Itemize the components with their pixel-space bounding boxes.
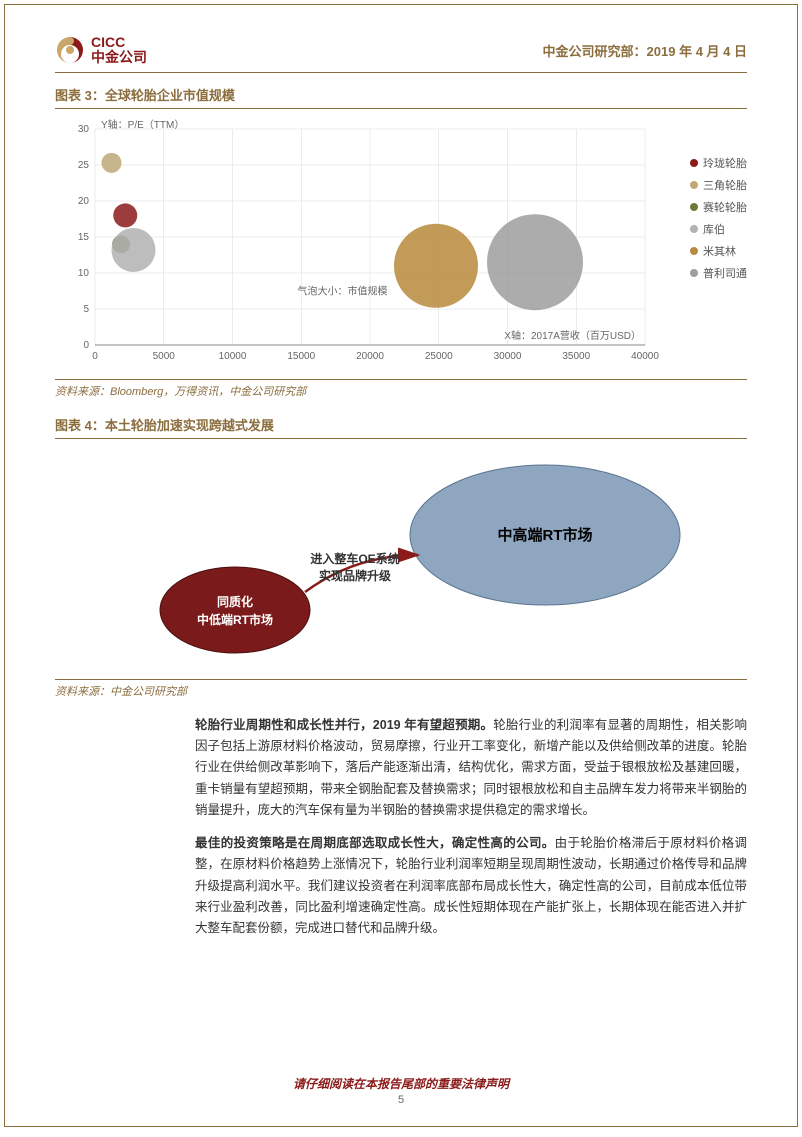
svg-text:中低端RT市场: 中低端RT市场 <box>197 612 273 627</box>
svg-text:实现品牌升级: 实现品牌升级 <box>319 568 391 583</box>
footer-disclaimer: 请仔细阅读在本报告尾部的重要法律声明 <box>5 1075 797 1092</box>
legend-item: 普利司通 <box>690 265 747 281</box>
page-footer: 请仔细阅读在本报告尾部的重要法律声明 5 <box>5 1075 797 1106</box>
logo-icon <box>55 35 85 65</box>
svg-text:25000: 25000 <box>425 351 453 362</box>
chart3-title: 图表 3：全球轮胎企业市值规模 <box>55 85 747 109</box>
logo-text-cn: 中金公司 <box>91 50 147 65</box>
p2-bold: 最佳的投资策略是在周期底部选取成长性大，确定性高的公司。 <box>195 836 555 850</box>
svg-text:20: 20 <box>78 196 90 207</box>
svg-text:35000: 35000 <box>562 351 590 362</box>
legend-item: 库伯 <box>690 221 747 237</box>
legend-item: 米其林 <box>690 243 747 259</box>
p2-rest: 由于轮胎价格滞后于原材料价格调整，在原材料价格趋势上涨情况下，轮胎行业利润率短期… <box>195 836 747 935</box>
header-date: 中金公司研究部：2019 年 4 月 4 日 <box>543 41 747 60</box>
svg-text:0: 0 <box>83 340 89 351</box>
legend-item: 玲珑轮胎 <box>690 155 747 171</box>
p1-rest: 轮胎行业的利润率有显著的周期性，相关影响因子包括上游原材料价格波动，贸易摩擦，行… <box>195 718 747 817</box>
svg-text:15: 15 <box>78 232 90 243</box>
svg-text:20000: 20000 <box>356 351 384 362</box>
svg-text:0: 0 <box>92 351 98 362</box>
paragraph-1: 轮胎行业周期性和成长性并行，2019 年有望超预期。轮胎行业的利润率有显著的周期… <box>195 715 747 821</box>
svg-text:同质化: 同质化 <box>217 594 253 609</box>
svg-text:10: 10 <box>78 268 90 279</box>
svg-text:30: 30 <box>78 124 90 135</box>
logo: CICC 中金公司 <box>55 35 147 66</box>
svg-text:40000: 40000 <box>631 351 659 362</box>
chart4-diagram: 中高端RT市场同质化中低端RT市场 进入整车OE系统实现品牌升级 <box>55 445 747 675</box>
svg-text:X轴：2017A营收（百万USD）: X轴：2017A营收（百万USD） <box>504 329 641 342</box>
svg-text:进入整车OE系统: 进入整车OE系统 <box>310 551 399 566</box>
page-header: CICC 中金公司 中金公司研究部：2019 年 4 月 4 日 <box>55 35 747 73</box>
svg-text:30000: 30000 <box>494 351 522 362</box>
chart4-source: 资料来源：中金公司研究部 <box>55 679 747 699</box>
body-text: 轮胎行业周期性和成长性并行，2019 年有望超预期。轮胎行业的利润率有显著的周期… <box>195 715 747 940</box>
svg-text:10000: 10000 <box>219 351 247 362</box>
svg-text:中高端RT市场: 中高端RT市场 <box>498 526 593 544</box>
paragraph-2: 最佳的投资策略是在周期底部选取成长性大，确定性高的公司。由于轮胎价格滞后于原材料… <box>195 833 747 939</box>
legend-item: 三角轮胎 <box>690 177 747 193</box>
page-number: 5 <box>5 1094 797 1106</box>
chart4-title: 图表 4：本土轮胎加速实现跨越式发展 <box>55 415 747 439</box>
chart3-source: 资料来源：Bloomberg，万得资讯，中金公司研究部 <box>55 379 747 399</box>
svg-text:25: 25 <box>78 160 90 171</box>
p1-bold: 轮胎行业周期性和成长性并行，2019 年有望超预期。 <box>195 718 493 732</box>
logo-text-en: CICC <box>91 35 147 50</box>
svg-text:5000: 5000 <box>153 351 176 362</box>
legend-item: 赛轮轮胎 <box>690 199 747 215</box>
svg-text:5: 5 <box>83 304 89 315</box>
chart3-bubble-chart: 0 5 10 15 20 25 30 0 5000 10000 15000 20000 25000 300… <box>55 115 747 375</box>
svg-text:Y轴：P/E（TTM）: Y轴：P/E（TTM） <box>101 118 184 131</box>
svg-text:气泡大小：市值规模: 气泡大小：市值规模 <box>298 284 388 297</box>
svg-text:15000: 15000 <box>287 351 315 362</box>
